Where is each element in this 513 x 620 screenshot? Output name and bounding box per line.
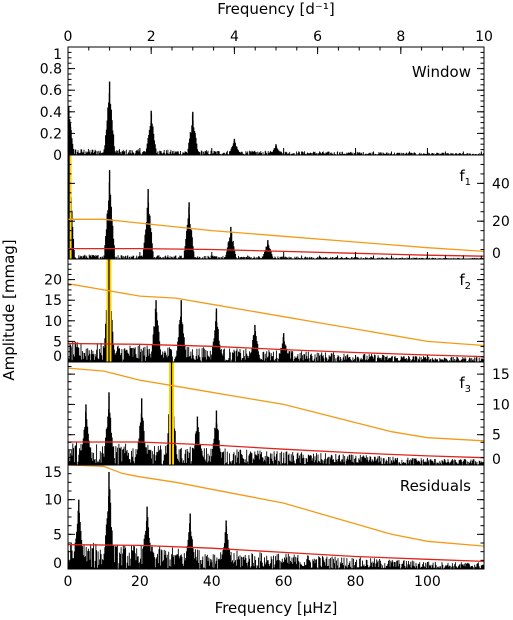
- ytick-label-window-0: 0: [53, 148, 62, 164]
- panel-window-content: [68, 81, 484, 155]
- panel-title-sub-f1: 1: [465, 177, 471, 188]
- ytick-label-residuals-0: 0: [53, 556, 62, 572]
- ytick-label-residuals-1: 5: [53, 527, 62, 543]
- panel-residuals: 0 5 10 15 Residuals: [44, 464, 485, 572]
- panel-title-residuals: Residuals: [400, 477, 471, 495]
- ytick-label-window-3: 0.6: [40, 83, 62, 99]
- y-axis-label: Amplitude [mmag]: [0, 239, 18, 380]
- ytick-label-window-2: 0.4: [40, 105, 62, 121]
- top-x-axis-label: Frequency [d⁻¹]: [217, 0, 334, 18]
- top-xtick-label-2: 4: [230, 29, 239, 45]
- ytick-label-f1-2: 40: [492, 176, 510, 192]
- ytick-label-window-1: 0.2: [40, 126, 62, 142]
- top-xtick-label-1: 2: [147, 29, 156, 45]
- panel-title-f3: f3: [459, 374, 471, 395]
- bottom-xtick-label-0: 0: [64, 574, 73, 590]
- ytick-label-f2-3: 15: [44, 293, 62, 309]
- spectrum-f2: [68, 263, 484, 362]
- ytick-label-f3-2: 10: [492, 397, 510, 413]
- bottom-xtick-label-4: 80: [347, 574, 365, 590]
- ytick-label-residuals-3: 15: [44, 465, 62, 481]
- ytick-label-f2-4: 20: [44, 273, 62, 289]
- panel-window: 0 0.2 0.4 0.6 0.81 Window: [40, 46, 485, 164]
- ytick-label-f2-2: 10: [44, 314, 62, 330]
- ytick-label-f3-0: 0: [492, 452, 501, 468]
- top-xtick-label-4: 8: [396, 29, 405, 45]
- ytick-label-f2-1: 5: [53, 334, 62, 350]
- bottom-xtick-label-5: 100: [414, 574, 441, 590]
- lower-threshold-f3: [68, 441, 484, 459]
- ytick-label-window-4: 0.8: [40, 62, 62, 78]
- ytick-label-window-5: 1: [53, 47, 62, 63]
- top-xtick-label-3: 6: [313, 29, 322, 45]
- highlight-f1: [68, 155, 72, 259]
- bottom-xtick-label-2: 40: [203, 574, 221, 590]
- ytick-label-f1-1: 20: [492, 214, 510, 230]
- panel-f3: 0 5 10 15 f3: [67, 361, 510, 468]
- panel-frame-f1: [67, 154, 485, 260]
- spectrum-residuals: [68, 486, 484, 569]
- lower-threshold-residuals: [68, 544, 484, 563]
- panel-title-f1: f1: [459, 167, 471, 188]
- panel-title-sub-f2: 2: [465, 281, 471, 292]
- ytick-label-residuals-2: 10: [44, 493, 62, 509]
- bottom-x-axis-label: Frequency [μHz]: [215, 599, 338, 617]
- top-xtick-label-0: 0: [64, 29, 73, 45]
- bottom-xtick-label-3: 60: [275, 574, 293, 590]
- top-xtick-label-5: 10: [475, 29, 493, 45]
- panel-title-sub-f3: 3: [465, 384, 471, 395]
- upper-threshold-f2: [68, 283, 484, 347]
- upper-threshold-f1: [68, 218, 484, 253]
- spectrum-f3: [68, 374, 484, 465]
- bottom-axis: 0 20 40 60 80 100: [64, 574, 441, 590]
- ytick-label-f3-1: 5: [492, 428, 501, 444]
- panel-f1-content: [68, 155, 484, 259]
- upper-threshold-residuals: [68, 465, 484, 547]
- spectrum-f1: [68, 172, 484, 259]
- panel-residuals-content: [68, 465, 484, 569]
- ytick-label-f1-0: 0: [492, 246, 501, 262]
- panel-f2: 05 10 15 20 f2: [44, 258, 485, 365]
- top-axis: 0 2 4 6 8 10: [64, 29, 493, 54]
- bottom-xtick-label-1: 20: [131, 574, 149, 590]
- panel-f3-content: [68, 362, 484, 465]
- ytick-label-f3-3: 15: [492, 367, 510, 383]
- upper-threshold-f3: [68, 367, 484, 442]
- panel-f2-content: [68, 259, 484, 362]
- panel-title-f2: f2: [459, 271, 471, 292]
- panel-title-window: Window: [412, 63, 471, 81]
- ytick-label-f2-0: 0: [53, 349, 62, 365]
- lower-threshold-f1: [68, 247, 484, 257]
- panel-f1: 0 20 40 f1: [67, 154, 510, 262]
